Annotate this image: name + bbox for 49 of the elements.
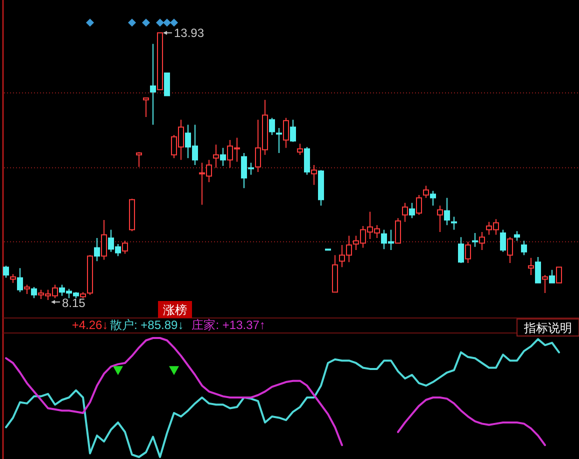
candlestick — [542, 274, 548, 294]
candlestick — [514, 230, 520, 242]
candlestick — [150, 43, 156, 126]
candlestick — [3, 265, 9, 278]
candlestick — [213, 144, 219, 168]
annotation: 涨榜 — [163, 303, 187, 317]
candlestick — [507, 236, 513, 264]
annotation: +4.26↓ — [72, 318, 108, 332]
candlestick — [556, 266, 562, 284]
candlestick — [423, 185, 429, 198]
series-label: 庄家: +13.37↑ — [192, 318, 266, 332]
candlestick — [416, 194, 422, 216]
candlestick — [304, 146, 310, 176]
candlestick — [269, 117, 275, 136]
candlestick — [465, 241, 471, 264]
candlestick — [283, 117, 289, 148]
text: 散户: +85.89↓ — [110, 318, 184, 332]
candlestick — [297, 143, 303, 156]
candlestick — [472, 232, 478, 248]
candlestick — [549, 269, 555, 284]
candlestick — [395, 218, 401, 244]
candlestick — [290, 119, 296, 142]
candlestick — [535, 256, 541, 284]
candlestick — [402, 202, 408, 222]
candlestick — [528, 257, 534, 276]
candlestick — [409, 202, 415, 219]
candlestick — [479, 232, 485, 251]
candlestick — [94, 238, 100, 262]
candlestick — [31, 286, 37, 299]
candlestick — [101, 220, 107, 260]
candlestick — [122, 240, 128, 254]
candlestick — [164, 72, 170, 96]
candlestick — [220, 147, 226, 166]
annotation: 8.15 — [62, 296, 86, 310]
candlestick — [276, 128, 282, 154]
candlestick — [24, 284, 30, 294]
candlestick — [136, 152, 142, 168]
candlestick — [311, 164, 317, 186]
candlestick — [500, 229, 506, 252]
candlestick — [437, 205, 443, 233]
annotation: 13.93 — [174, 26, 204, 40]
candlestick — [430, 190, 436, 206]
candlestick — [451, 216, 457, 230]
candlestick — [143, 97, 149, 118]
candlestick — [521, 240, 527, 256]
candlestick — [17, 268, 23, 293]
text: 指标说明 — [523, 321, 572, 335]
candlestick — [444, 197, 450, 226]
candlestick — [458, 236, 464, 264]
